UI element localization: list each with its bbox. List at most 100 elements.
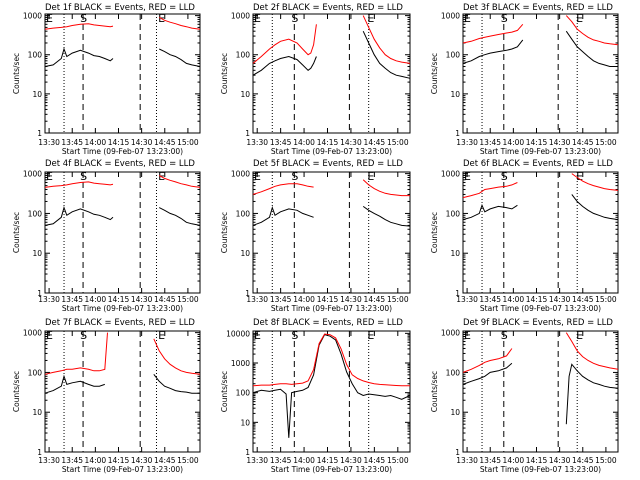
x-tick-label: 14:45 [572, 138, 594, 147]
y-tick-label: 1000 [23, 329, 42, 338]
series-events-line [252, 334, 411, 438]
y-tick-label: 1000 [231, 170, 250, 179]
x-tick-label: 14:15 [317, 456, 339, 465]
x-tick-label: 15:00 [177, 456, 199, 465]
x-tick-label: 15:00 [595, 138, 617, 147]
y-tick-label: 1000 [231, 12, 250, 21]
start-marker-label: S [291, 12, 298, 25]
x-tick-label: 14:00 [293, 295, 315, 304]
y-axis-label: Counts/sec [12, 53, 21, 94]
panel-det-7: Det 7f BLACK = Events, RED = LLD 1 10 100 10… [12, 318, 201, 474]
left-e-marker-label: E [254, 170, 261, 183]
series-events-line [252, 30, 411, 79]
x-tick-label: 13:45 [479, 295, 501, 304]
y-tick-label: 100 [236, 209, 251, 218]
y-tick-label: 1 [245, 289, 250, 298]
y-tick-label: 1 [37, 448, 42, 457]
y-tick-label: 10 [32, 90, 42, 99]
x-tick-label: 14:30 [549, 138, 571, 147]
x-tick-label: 13:30 [456, 295, 478, 304]
x-tick-label: 13:45 [479, 456, 501, 465]
panel-det-1: Det 1f BLACK = Events, RED = LLD 1 10 100 10… [12, 3, 201, 156]
x-tick-label: 14:00 [503, 295, 525, 304]
y-tick-label: 10 [240, 249, 250, 258]
plot-frame [44, 330, 201, 453]
x-tick-label: 13:30 [246, 295, 268, 304]
plot-frame [252, 13, 411, 134]
start-marker-label: S [80, 12, 87, 25]
left-e-marker-label: E [46, 329, 53, 342]
panel-title: Det 6f BLACK = Events, RED = LLD [463, 159, 613, 169]
x-tick-label: 14:00 [85, 138, 107, 147]
y-tick-label: 1 [455, 129, 460, 138]
x-tick-label: 15:00 [595, 295, 617, 304]
panel-det-4: Det 4f BLACK = Events, RED = LLD 1 10 100 10… [12, 159, 201, 313]
series-events-line [462, 30, 618, 67]
series-events-line [252, 205, 411, 227]
x-tick-label: 14:45 [572, 456, 594, 465]
panel-det-6: Det 6f BLACK = Events, RED = LLD 1 10 100 10… [430, 159, 619, 313]
x-tick-label: 14:30 [131, 456, 153, 465]
panel-title: Det 8f BLACK = Events, RED = LLD [253, 318, 403, 328]
start-marker-label: S [291, 329, 298, 342]
y-tick-label: 1000 [441, 12, 460, 21]
x-axis-label: Start Time (09-Feb-07 13:23:00) [271, 304, 392, 313]
x-tick-label: 14:30 [131, 295, 153, 304]
y-tick-label: 10 [450, 408, 460, 417]
x-tick-label: 13:30 [456, 138, 478, 147]
x-tick-label: 14:00 [503, 138, 525, 147]
x-tick-label: 14:00 [85, 456, 107, 465]
x-tick-label: 14:15 [108, 138, 130, 147]
panel-title: Det 3f BLACK = Events, RED = LLD [463, 3, 613, 13]
x-axis-label: Start Time (09-Feb-07 13:23:00) [62, 465, 183, 474]
y-tick-label: 10 [240, 90, 250, 99]
x-tick-label: 15:00 [387, 138, 409, 147]
y-axis-label: Counts/sec [220, 212, 229, 253]
y-tick-label: 10000 [226, 329, 250, 338]
plot-frame [44, 171, 201, 294]
x-tick-label: 13:45 [270, 138, 292, 147]
series-lld-line [462, 15, 619, 46]
panel-det-3: Det 3f BLACK = Events, RED = LLD 1 10 100 10… [430, 3, 619, 156]
start-marker-label: S [501, 170, 508, 183]
series-events-line [44, 47, 201, 67]
y-tick-label: 1000 [441, 329, 460, 338]
end-marker-label: E [367, 329, 374, 342]
x-tick-label: 14:45 [154, 138, 176, 147]
panel-title: Det 7f BLACK = Events, RED = LLD [45, 318, 195, 328]
series-lld-line [252, 15, 411, 64]
panel-title: Det 5f BLACK = Events, RED = LLD [253, 159, 403, 169]
y-tick-label: 100 [28, 209, 43, 218]
y-tick-label: 100 [236, 389, 251, 398]
x-tick-label: 13:30 [246, 456, 268, 465]
series-events-line [44, 205, 201, 226]
x-tick-label: 13:45 [270, 295, 292, 304]
x-tick-label: 14:30 [340, 456, 362, 465]
end-marker-label: E [576, 329, 583, 342]
y-axis-label: Counts/sec [220, 371, 229, 412]
series-lld-line [462, 332, 619, 373]
x-tick-label: 14:30 [549, 456, 571, 465]
y-axis-label: Counts/sec [430, 371, 439, 412]
y-axis-label: Counts/sec [220, 53, 229, 94]
series-lld-line [44, 16, 201, 30]
panel-title: Det 9f BLACK = Events, RED = LLD [463, 318, 613, 328]
x-tick-label: 14:30 [340, 295, 362, 304]
y-axis-label: Counts/sec [12, 371, 21, 412]
y-tick-label: 1 [455, 289, 460, 298]
x-tick-label: 13:30 [456, 456, 478, 465]
x-tick-label: 13:45 [479, 138, 501, 147]
x-tick-label: 14:45 [364, 295, 386, 304]
x-tick-label: 13:45 [61, 138, 83, 147]
series-events-line [462, 362, 619, 425]
x-tick-label: 15:00 [595, 456, 617, 465]
x-axis-label: Start Time (09-Feb-07 13:23:00) [480, 465, 601, 474]
series-lld-line [462, 173, 619, 199]
y-axis-label: Counts/sec [430, 212, 439, 253]
start-marker-label: S [80, 170, 87, 183]
y-tick-label: 10 [450, 90, 460, 99]
x-axis-label: Start Time (09-Feb-07 13:23:00) [271, 147, 392, 156]
x-tick-label: 14:30 [131, 138, 153, 147]
y-tick-label: 100 [446, 209, 461, 218]
